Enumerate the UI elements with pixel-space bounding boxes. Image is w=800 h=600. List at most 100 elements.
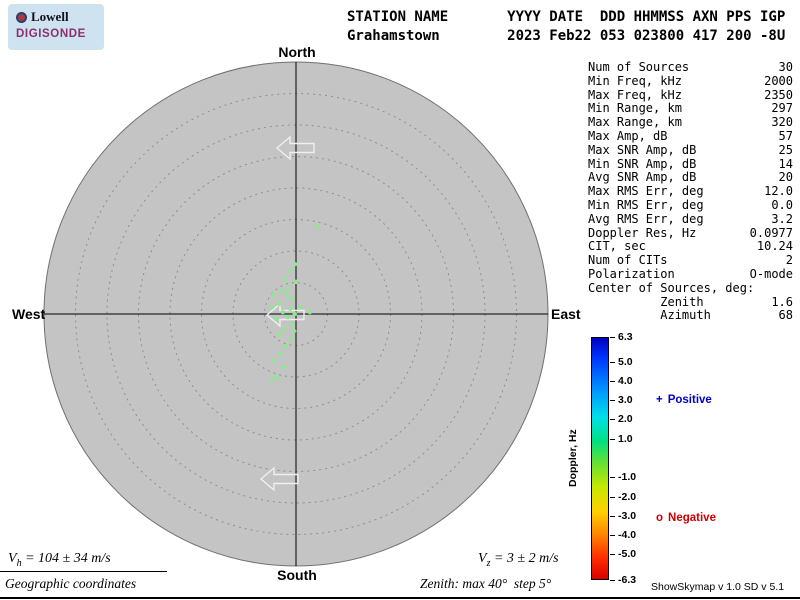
source-dot bbox=[284, 294, 290, 299]
colorbar-tick-label: -3.0 bbox=[618, 509, 637, 522]
colorbar-tick bbox=[610, 336, 615, 338]
colorbar-tick-label: 6.3 bbox=[618, 330, 633, 343]
colorbar-axis-label: Doppler, Hz bbox=[567, 429, 579, 488]
param-label: Min Freq, kHz bbox=[588, 73, 682, 88]
param-label: Center of Sources, deg: bbox=[588, 280, 755, 295]
source-dot bbox=[271, 358, 277, 363]
param-row: Min SNR Amp, dB 14 bbox=[588, 156, 793, 172]
param-value: 68 bbox=[778, 308, 793, 323]
colorbar-tick-label: -6.3 bbox=[618, 573, 637, 586]
compass-north-label: North bbox=[278, 44, 316, 60]
param-value: 297 bbox=[771, 101, 793, 116]
colorbar-gradient bbox=[591, 337, 609, 580]
param-label: Doppler Res, Hz bbox=[588, 225, 697, 240]
colorbar-tick bbox=[610, 554, 615, 556]
param-value: 3.2 bbox=[771, 211, 793, 226]
source-dot bbox=[288, 306, 293, 312]
param-value: 10.24 bbox=[756, 239, 793, 254]
source-dot bbox=[278, 289, 284, 294]
colorbar-tick bbox=[610, 579, 615, 581]
source-dot bbox=[290, 321, 295, 327]
param-value: O-mode bbox=[749, 266, 793, 281]
source-dot bbox=[315, 224, 321, 230]
logo-lowell-text: Lowell bbox=[31, 9, 69, 24]
bottom-border bbox=[0, 597, 800, 599]
param-label: CIT, sec bbox=[588, 239, 646, 254]
colorbar-tick-label: -2.0 bbox=[618, 490, 637, 503]
param-label: Avg SNR Amp, dB bbox=[588, 170, 697, 185]
compass-east-label: East bbox=[551, 306, 581, 322]
source-dot bbox=[283, 343, 289, 349]
compass-west-label: West bbox=[12, 306, 46, 322]
source-dot bbox=[276, 301, 282, 307]
param-label: Min RMS Err, deg bbox=[588, 197, 704, 212]
source-dot bbox=[288, 337, 294, 342]
param-value: 0.0977 bbox=[749, 225, 793, 240]
param-value: 0.0 bbox=[771, 197, 793, 212]
source-dot bbox=[307, 309, 313, 315]
param-label: Max SNR Amp, dB bbox=[588, 142, 697, 157]
legend-positive-label: Positive bbox=[667, 394, 712, 406]
logo-digisonde-text: DIGISONDE bbox=[16, 28, 86, 40]
zenith-range-note: Zenith: max 40° step 5° bbox=[420, 576, 552, 591]
param-value: 20 bbox=[778, 170, 793, 185]
colorbar-tick-label: -5.0 bbox=[618, 548, 637, 561]
param-row: Max Range, km 320 bbox=[588, 115, 793, 130]
param-value: 12.0 bbox=[764, 184, 793, 199]
drift-arrow bbox=[259, 466, 299, 492]
param-label: Max Freq, kHz bbox=[588, 87, 682, 102]
legend-negative-label: Negative bbox=[668, 512, 716, 524]
param-value: 2 bbox=[785, 253, 793, 268]
source-dot bbox=[288, 268, 294, 274]
param-row: Num of Sources 30 bbox=[588, 60, 793, 75]
colorbar-tick bbox=[610, 496, 615, 498]
source-dot bbox=[291, 328, 297, 334]
lowell-digisonde-logo: Lowell DIGISONDE bbox=[8, 4, 104, 50]
param-row: Zenith 1.6 bbox=[588, 294, 793, 310]
parameters-panel: Num of Sources 30 Min Freq, kHz 2000 Max Fre… bbox=[588, 60, 793, 323]
param-row: CIT, sec 10.24 bbox=[588, 240, 793, 254]
param-value: 2000 bbox=[764, 73, 793, 88]
footer-separator-line bbox=[0, 571, 167, 572]
plus-icon: + bbox=[656, 394, 663, 406]
param-row: Max Amp, dB 57 bbox=[588, 128, 793, 144]
colorbar-tick bbox=[610, 477, 615, 479]
param-label: Polarization bbox=[588, 266, 675, 281]
param-label: Zenith bbox=[588, 294, 704, 309]
colorbar-tick-label: -4.0 bbox=[618, 529, 637, 542]
lowell-globe-icon bbox=[16, 11, 27, 23]
param-value: 14 bbox=[778, 156, 793, 171]
param-label: Avg RMS Err, deg bbox=[588, 211, 704, 226]
param-label: Max Amp, dB bbox=[588, 128, 668, 143]
circle-icon: o bbox=[656, 512, 664, 524]
source-dot bbox=[290, 296, 296, 302]
colorbar-tick-label: 4.0 bbox=[618, 374, 633, 387]
colorbar-tick bbox=[610, 361, 615, 363]
param-row: Avg SNR Amp, dB 20 bbox=[588, 171, 793, 185]
header-station-values: Grahamstown 2023 Feb22 053 023800 417 20… bbox=[347, 28, 786, 44]
param-value: 30 bbox=[778, 60, 793, 74]
compass-south-label: South bbox=[277, 567, 317, 583]
param-row: Num of CITs 2 bbox=[588, 253, 793, 268]
colorbar-tick-label: 3.0 bbox=[618, 394, 633, 407]
param-label: Min SNR Amp, dB bbox=[588, 156, 697, 171]
header-column-labels: STATION NAME YYYY DATE DDD HHMMSS AXN PP… bbox=[347, 9, 786, 25]
param-label: Min Range, km bbox=[588, 101, 682, 116]
param-value: 25 bbox=[778, 142, 793, 157]
param-value: 320 bbox=[771, 115, 793, 130]
param-label: Azimuth bbox=[588, 308, 711, 323]
param-value: 1.6 bbox=[771, 294, 793, 309]
param-value: 57 bbox=[778, 128, 793, 143]
source-dot bbox=[292, 311, 297, 317]
param-row: Center of Sources, deg: bbox=[588, 280, 793, 296]
source-dot bbox=[297, 304, 302, 310]
horizontal-velocity-value: Vh = 104 ± 34 m/s bbox=[8, 551, 111, 569]
source-dot bbox=[274, 374, 280, 380]
param-row: Polarization O-mode bbox=[588, 266, 793, 282]
drift-arrow bbox=[275, 135, 315, 161]
source-dot bbox=[281, 326, 287, 332]
doppler-colorbar: 6.3 5.0 4.0 3.0 2.0 1.0 -1.0 -2.0 -3.0 -4.0 -5.0 -6… bbox=[591, 331, 653, 586]
colorbar-tick-label: 2.0 bbox=[618, 413, 633, 426]
colorbar-tick bbox=[610, 515, 615, 517]
